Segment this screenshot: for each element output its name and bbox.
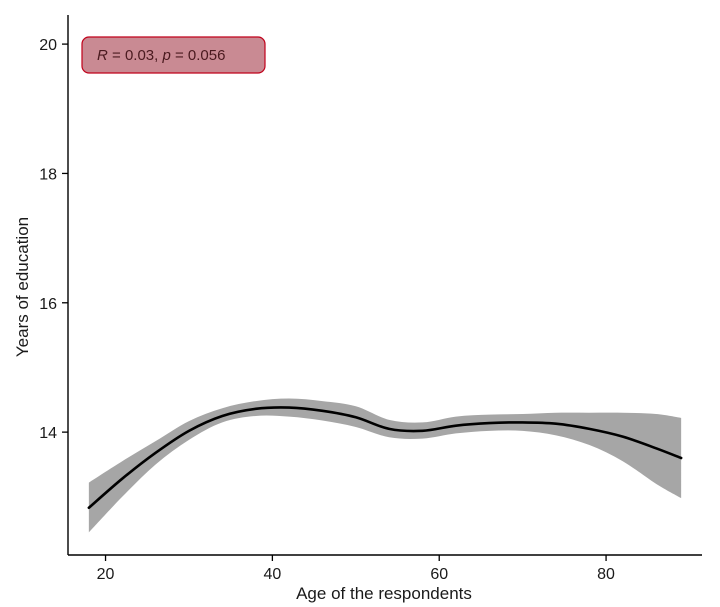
p-symbol: p: [161, 47, 170, 64]
r-symbol: R: [97, 47, 108, 64]
y-tick-label: 20: [39, 37, 57, 54]
y-axis-ticks: 14 16 18 20: [39, 37, 68, 442]
x-tick-label: 20: [97, 566, 115, 583]
trend-line: [87, 406, 683, 510]
x-axis-title: Age of the respondents: [296, 584, 472, 603]
correlation-annotation: R = 0.03, p = 0.056: [81, 36, 266, 74]
y-tick-label: 16: [39, 296, 57, 313]
x-tick-label: 60: [430, 566, 448, 583]
confidence-band: [88, 398, 682, 533]
stat-box: [81, 36, 266, 74]
x-axis-ticks: 20 40 60 80: [97, 555, 615, 583]
trend-line-layer: [87, 406, 683, 510]
y-tick-label: 18: [39, 166, 57, 183]
y-axis-title: Years of education: [13, 217, 32, 357]
x-tick-label: 80: [597, 566, 615, 583]
confidence-band-layer: [88, 398, 682, 533]
r-value: = 0.03,: [108, 47, 163, 64]
x-tick-label: 40: [263, 566, 281, 583]
p-value: = 0.056: [171, 47, 226, 64]
stat-text: R = 0.03, p = 0.056: [97, 47, 225, 64]
y-tick-label: 14: [39, 425, 57, 442]
